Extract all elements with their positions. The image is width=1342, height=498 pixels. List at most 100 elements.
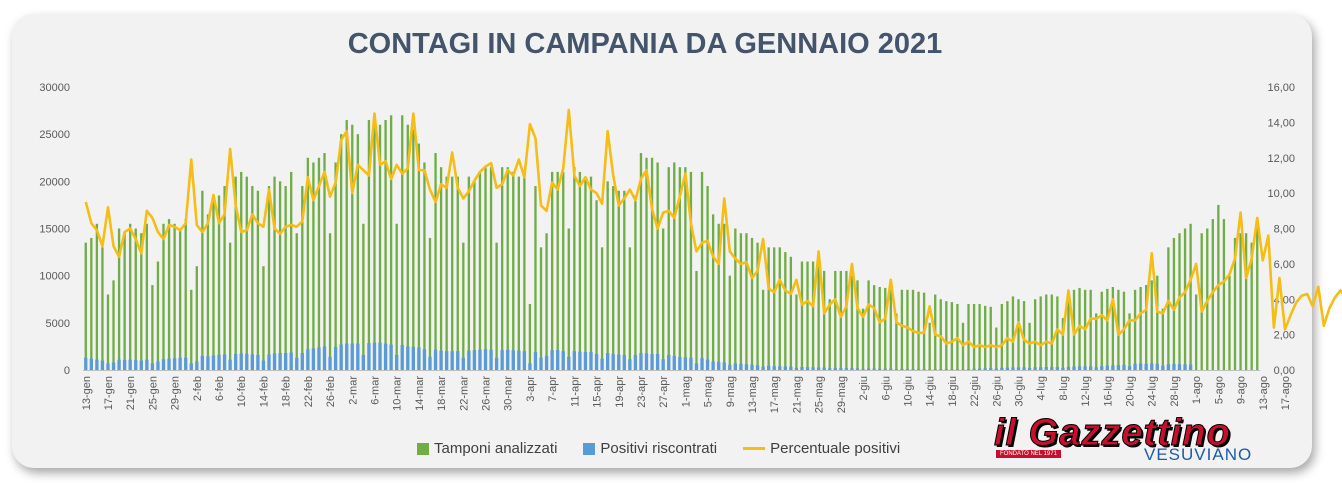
bar-tamponi — [534, 186, 537, 370]
bar-positivi — [744, 364, 749, 370]
bar-positivi — [705, 359, 710, 370]
y-left-tick-label: 20000 — [39, 176, 70, 188]
bar-positivi — [833, 367, 837, 370]
bar-tamponi — [806, 261, 809, 370]
bar-tamponi — [340, 134, 343, 370]
bar-tamponi — [550, 171, 554, 370]
bar-positivi — [711, 361, 715, 370]
bar-tamponi — [95, 223, 99, 370]
y-left-tick-label: 0 — [64, 365, 70, 377]
bar-positivi — [561, 351, 565, 370]
bar-positivi — [428, 356, 432, 370]
legend-label-positivi: Positivi riscontrati — [600, 440, 718, 457]
x-tick-label: 12-lug — [1080, 376, 1092, 407]
bar-tamponi — [623, 190, 626, 370]
bar-positivi — [100, 360, 105, 370]
bar-tamponi — [123, 233, 126, 370]
x-tick-label: 22-giu — [969, 376, 981, 407]
bar-tamponi — [1067, 292, 1070, 370]
bar-tamponi — [711, 214, 715, 370]
bar-positivi — [1039, 367, 1043, 370]
series-percentuale — [84, 108, 1342, 349]
bar-positivi — [655, 353, 660, 370]
bar-positivi — [84, 357, 88, 370]
bar-tamponi — [389, 115, 393, 370]
bar-positivi — [106, 363, 110, 370]
x-tick-label: 21-gen — [125, 376, 137, 410]
series-positivi — [84, 342, 1193, 370]
bar-positivi — [211, 355, 216, 370]
x-tick-label: 18-mar — [436, 376, 448, 411]
bar-positivi — [461, 357, 465, 370]
bar-positivi — [750, 364, 754, 370]
bar-positivi — [939, 369, 943, 370]
bar-positivi — [1166, 364, 1171, 370]
y-right-tick-label: 2,00 — [1274, 330, 1295, 342]
bar-tamponi — [412, 129, 415, 370]
bar-positivi — [411, 346, 415, 370]
bar-positivi — [328, 356, 332, 370]
bar-positivi — [345, 343, 349, 370]
bar-tamponi — [967, 303, 970, 370]
bar-tamponi — [178, 228, 182, 370]
bar-positivi — [89, 358, 93, 370]
x-tick-label: 3-apr — [525, 376, 537, 402]
bar-positivi — [1089, 366, 1093, 370]
bar-tamponi — [1167, 247, 1170, 370]
bar-positivi — [866, 368, 871, 370]
bar-positivi — [755, 365, 760, 370]
bar-positivi — [300, 353, 304, 370]
bar-positivi — [311, 348, 316, 370]
bar-positivi — [1105, 365, 1109, 370]
bar-positivi — [772, 366, 776, 370]
bar-tamponi — [162, 223, 165, 370]
bar-positivi — [844, 368, 849, 370]
bar-tamponi — [306, 157, 310, 370]
y-right-tick-label: 10,00 — [1267, 188, 1295, 200]
x-tick-label: 25-gen — [147, 376, 159, 410]
bar-positivi — [1188, 364, 1193, 370]
bar-tamponi — [645, 157, 648, 370]
bar-tamponi — [706, 186, 709, 370]
bar-positivi — [983, 368, 987, 370]
bar-tamponi — [1078, 287, 1081, 370]
bar-positivi — [955, 369, 960, 370]
bar-positivi — [150, 363, 155, 370]
bar-tamponi — [140, 233, 143, 370]
bar-positivi — [961, 369, 965, 370]
bar-tamponi — [1128, 313, 1131, 370]
bar-tamponi — [323, 153, 326, 370]
bar-positivi — [1100, 366, 1104, 370]
bar-tamponi — [1011, 296, 1015, 370]
x-tick-label: 14-giu — [925, 376, 937, 407]
bar-positivi — [467, 350, 471, 370]
x-tick-label: 6-feb — [214, 376, 226, 401]
bar-tamponi — [573, 167, 576, 370]
bar-positivi — [322, 346, 327, 370]
bar-tamponi — [267, 186, 271, 370]
bar-positivi — [517, 350, 521, 370]
bar-tamponi — [1172, 237, 1176, 370]
bar-positivi — [661, 359, 665, 370]
bar-tamponi — [617, 190, 620, 370]
bar-positivi — [306, 349, 310, 370]
bar-tamponi — [900, 289, 904, 370]
y-left-tick-label: 5000 — [46, 318, 70, 330]
bar-positivi — [506, 349, 510, 370]
bar-tamponi — [328, 233, 332, 370]
bar-positivi — [128, 359, 132, 370]
bar-positivi — [1022, 367, 1026, 370]
bar-tamponi — [1217, 204, 1220, 370]
x-tick-label: 30-giu — [1013, 376, 1025, 407]
bar-tamponi — [750, 237, 754, 370]
bar-positivi — [628, 359, 632, 370]
bar-tamponi — [201, 190, 204, 370]
bar-positivi — [1127, 366, 1132, 370]
bar-tamponi — [378, 124, 382, 370]
bar-positivi — [522, 351, 527, 370]
bar-tamponi — [217, 195, 221, 370]
bar-tamponi — [756, 242, 759, 370]
bar-positivi — [839, 368, 843, 370]
bar-positivi — [717, 361, 721, 370]
